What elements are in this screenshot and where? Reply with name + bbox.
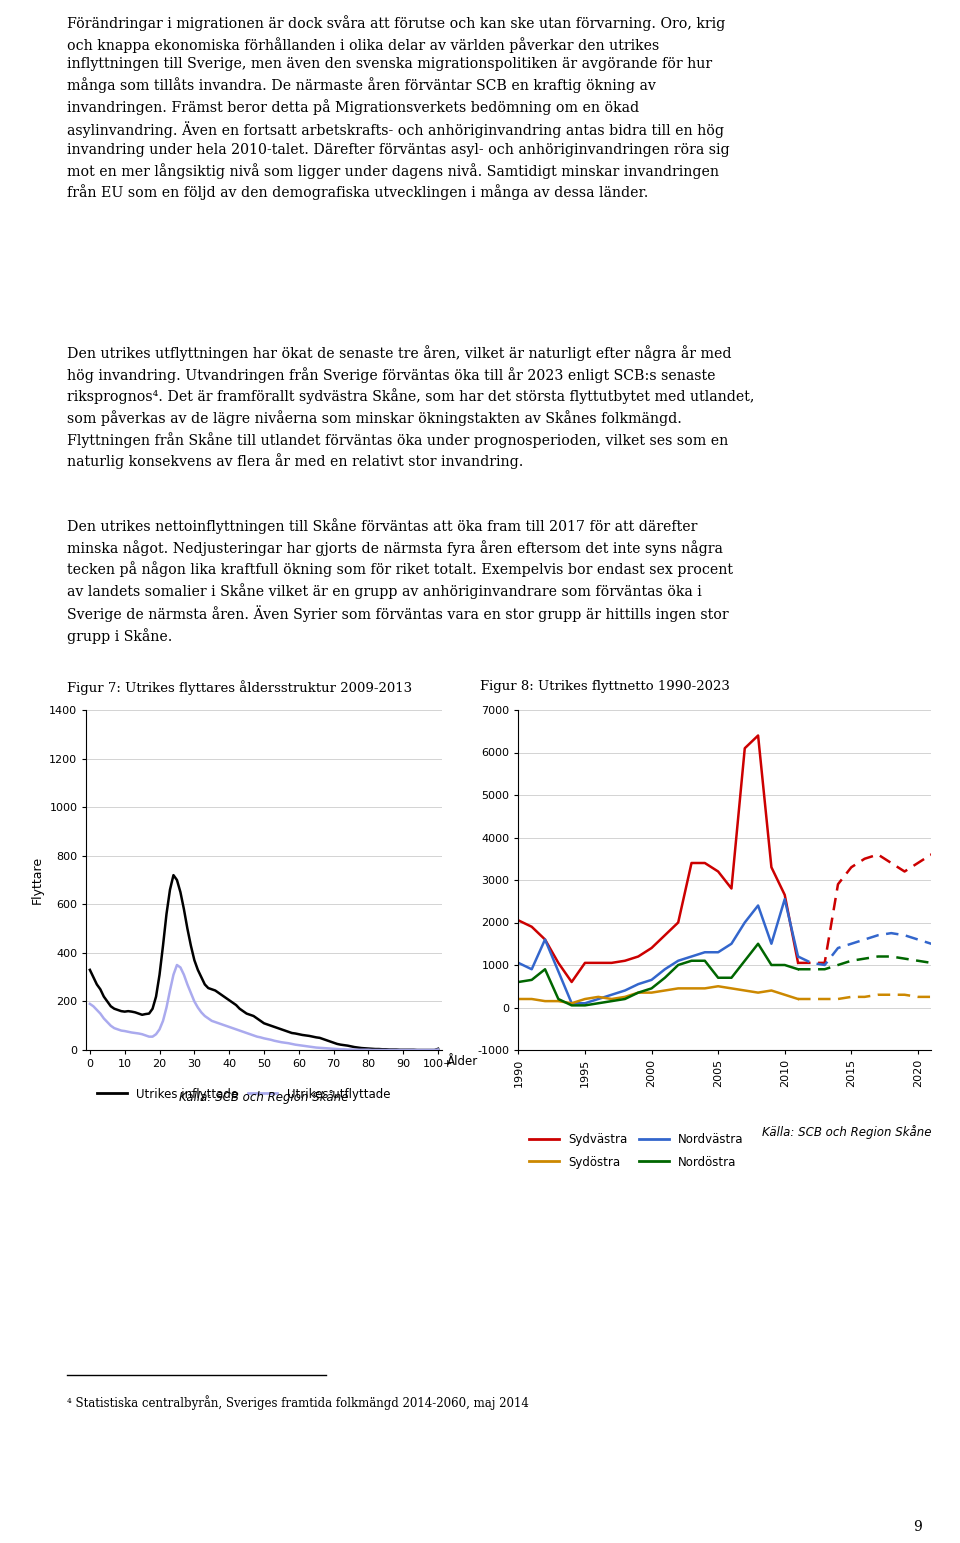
Text: Förändringar i migrationen är dock svåra att förutse och kan ske utan förvarning: Förändringar i migrationen är dock svåra…	[67, 15, 730, 201]
Text: 9: 9	[913, 1520, 922, 1534]
Text: Den utrikes utflyttningen har ökat de senaste tre åren, vilket är naturligt efte: Den utrikes utflyttningen har ökat de se…	[67, 346, 755, 469]
Legend: Sydvästra, Sydöstra, Nordvästra, Nordöstra: Sydvästra, Sydöstra, Nordvästra, Nordöst…	[524, 1128, 748, 1173]
Text: Källa: SCB och Region Skåne: Källa: SCB och Region Skåne	[761, 1125, 931, 1139]
Text: Figur 7: Utrikes flyttares åldersstruktur 2009-2013: Figur 7: Utrikes flyttares åldersstruktu…	[67, 680, 413, 694]
Y-axis label: Flyttare: Flyttare	[31, 856, 44, 904]
Legend: Utrikes inflyttade, Utrikes utflyttade: Utrikes inflyttade, Utrikes utflyttade	[92, 1083, 395, 1105]
Text: Figur 8: Utrikes flyttnetto 1990-2023: Figur 8: Utrikes flyttnetto 1990-2023	[480, 680, 730, 693]
Text: Den utrikes nettoinflyttningen till Skåne förväntas att öka fram till 2017 för a: Den utrikes nettoinflyttningen till Skån…	[67, 518, 733, 643]
Text: ⁴ Statistiska centralbyrån, Sveriges framtida folkmängd 2014-2060, maj 2014: ⁴ Statistiska centralbyrån, Sveriges fra…	[67, 1395, 529, 1410]
Text: Källa: SCB och Region Skåne: Källa: SCB och Region Skåne	[180, 1089, 348, 1103]
Text: Ålder: Ålder	[446, 1055, 478, 1068]
